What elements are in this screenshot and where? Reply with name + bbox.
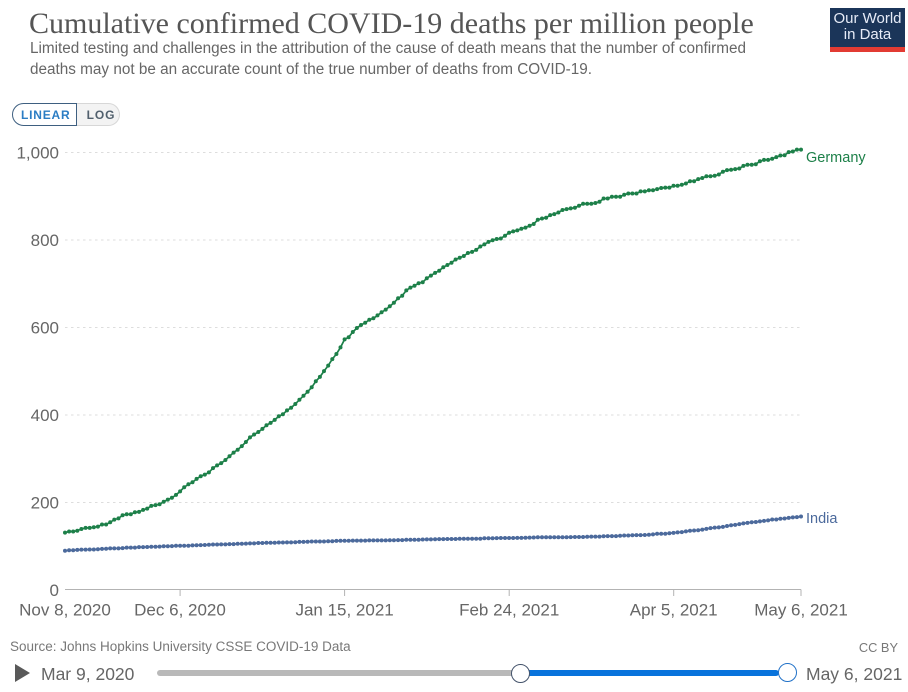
svg-text:Germany: Germany [806, 150, 866, 166]
svg-text:600: 600 [31, 319, 59, 338]
svg-text:200: 200 [31, 494, 59, 513]
svg-text:1,000: 1,000 [16, 144, 59, 163]
svg-text:0: 0 [50, 581, 59, 600]
svg-text:Nov 8, 2020: Nov 8, 2020 [19, 601, 111, 620]
svg-text:Jan 15, 2021: Jan 15, 2021 [295, 601, 393, 620]
svg-text:Dec 6, 2020: Dec 6, 2020 [134, 601, 226, 620]
svg-text:May 6, 2021: May 6, 2021 [754, 601, 848, 620]
svg-text:800: 800 [31, 231, 59, 250]
svg-text:India: India [806, 511, 838, 527]
svg-text:Apr 5, 2021: Apr 5, 2021 [630, 601, 718, 620]
svg-text:400: 400 [31, 406, 59, 425]
svg-text:Feb 24, 2021: Feb 24, 2021 [459, 601, 559, 620]
